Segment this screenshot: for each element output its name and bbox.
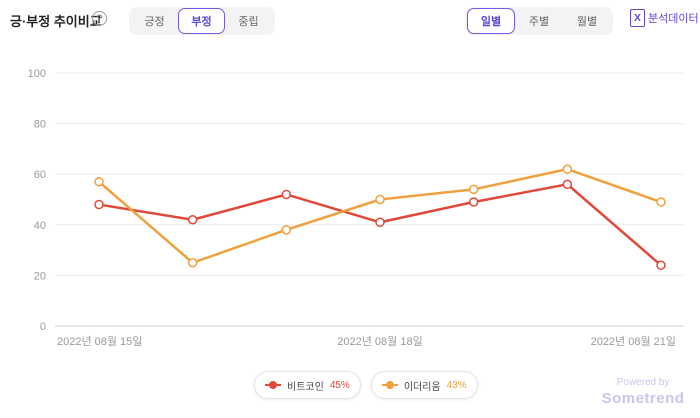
- legend-share-ethereum: 43%: [446, 379, 467, 391]
- data-point-ethereum: [468, 184, 479, 195]
- data-point-ethereum: [281, 225, 292, 235]
- x-tick-label: 2022년 08월 18일: [337, 334, 422, 348]
- powered-by-text: Powered by: [616, 377, 670, 388]
- y-tick-label: 20: [34, 270, 46, 282]
- tab-negative[interactable]: 부정: [178, 8, 225, 34]
- data-point-bitcoin: [562, 179, 573, 190]
- tab-weekly[interactable]: 주별: [528, 16, 550, 28]
- data-point-bitcoin: [281, 189, 292, 200]
- data-point-ethereum: [94, 177, 104, 187]
- data-point-bitcoin: [187, 214, 198, 225]
- data-point-bitcoin: [94, 199, 104, 210]
- legend-item-bitcoin[interactable]: 비트코인 45%: [254, 371, 361, 399]
- powered-by-logo: Powered by Sometrend: [598, 377, 688, 407]
- tab-positive[interactable]: 긍정: [144, 16, 165, 28]
- help-icon[interactable]: ?: [92, 11, 107, 26]
- y-tick-label: 60: [34, 169, 46, 181]
- export-data-button[interactable]: X 분석데이터: [630, 9, 699, 27]
- legend-share-bitcoin: 45%: [329, 379, 350, 391]
- y-tick-label: 80: [34, 119, 46, 131]
- data-point-ethereum: [656, 197, 666, 207]
- data-point-bitcoin: [468, 197, 479, 207]
- tab-daily[interactable]: 일별: [467, 8, 515, 34]
- data-point-ethereum: [375, 194, 385, 205]
- y-tick-label: 40: [34, 220, 46, 232]
- x-tick-label: 2022년 08월 21일: [591, 334, 676, 348]
- chart-legend: 비트코인 45% 이더리움 43%: [254, 371, 478, 399]
- page-title: 긍·부정 추이비교: [10, 14, 102, 29]
- data-point-bitcoin: [375, 217, 385, 228]
- data-point-bitcoin: [656, 260, 666, 271]
- y-tick-label: 100: [28, 68, 46, 80]
- tab-neutral[interactable]: 중립: [238, 16, 259, 28]
- sentiment-tab-group: 긍정 부정 중립: [129, 7, 275, 35]
- export-data-label: 분석데이터: [648, 13, 699, 25]
- series-line-ethereum: [98, 167, 662, 264]
- x-tick-label: 2022년 08월 15일: [57, 334, 142, 348]
- legend-item-ethereum[interactable]: 이더리움 43%: [370, 371, 478, 399]
- period-tab-group: 일별 주별 월별: [465, 7, 613, 35]
- legend-swatch-ethereum: [381, 381, 398, 389]
- data-point-ethereum: [562, 164, 573, 174]
- legend-swatch-bitcoin: [265, 381, 281, 389]
- brand-logo: Sometrend: [601, 390, 685, 407]
- legend-label-ethereum: 이더리움: [403, 381, 441, 393]
- legend-label-bitcoin: 비트코인: [287, 381, 324, 393]
- excel-icon: X: [630, 9, 645, 27]
- y-tick-label: 0: [40, 321, 46, 333]
- tab-monthly[interactable]: 월별: [576, 16, 598, 28]
- data-point-ethereum: [187, 258, 198, 268]
